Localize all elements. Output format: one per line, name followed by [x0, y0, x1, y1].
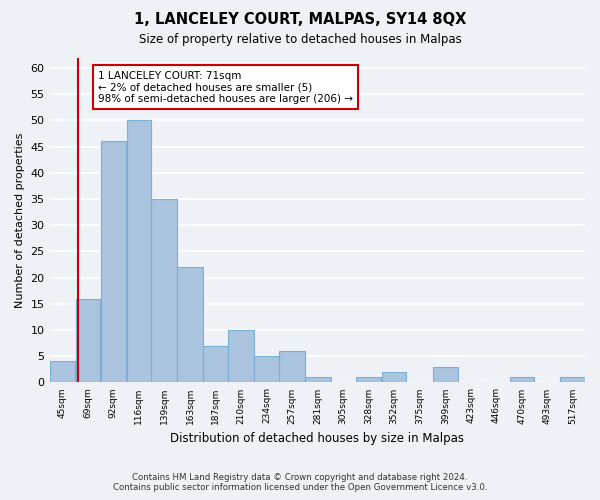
Bar — [509, 377, 534, 382]
Bar — [178, 267, 203, 382]
Text: 1, LANCELEY COURT, MALPAS, SY14 8QX: 1, LANCELEY COURT, MALPAS, SY14 8QX — [134, 12, 466, 28]
Bar — [560, 377, 585, 382]
Y-axis label: Number of detached properties: Number of detached properties — [15, 132, 25, 308]
Bar — [151, 199, 177, 382]
Bar — [433, 366, 458, 382]
Bar — [127, 120, 151, 382]
Bar — [254, 356, 278, 382]
Text: Contains HM Land Registry data © Crown copyright and database right 2024.
Contai: Contains HM Land Registry data © Crown c… — [113, 473, 487, 492]
Bar — [76, 298, 100, 382]
Bar — [203, 346, 228, 383]
Bar — [50, 362, 75, 382]
Bar — [228, 330, 254, 382]
Text: Size of property relative to detached houses in Malpas: Size of property relative to detached ho… — [139, 32, 461, 46]
X-axis label: Distribution of detached houses by size in Malpas: Distribution of detached houses by size … — [170, 432, 464, 445]
Bar — [101, 142, 126, 382]
Bar — [279, 351, 305, 382]
Bar — [356, 377, 382, 382]
Bar — [305, 377, 331, 382]
Bar — [382, 372, 406, 382]
Text: 1 LANCELEY COURT: 71sqm
← 2% of detached houses are smaller (5)
98% of semi-deta: 1 LANCELEY COURT: 71sqm ← 2% of detached… — [98, 70, 353, 104]
